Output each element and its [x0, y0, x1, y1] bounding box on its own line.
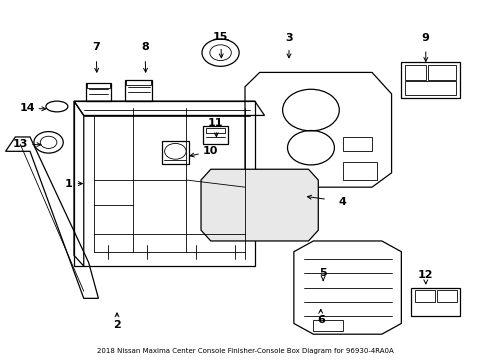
Text: 2018 Nissan Maxima Center Console Finisher-Console Box Diagram for 96930-4RA0A: 2018 Nissan Maxima Center Console Finish…	[97, 348, 393, 354]
Text: 1: 1	[64, 179, 72, 189]
Text: 10: 10	[203, 146, 219, 156]
Text: 12: 12	[418, 270, 434, 280]
Text: 4: 4	[339, 197, 346, 207]
Text: 3: 3	[285, 33, 293, 43]
Text: 11: 11	[208, 118, 223, 128]
Polygon shape	[201, 169, 318, 241]
Text: 15: 15	[213, 32, 228, 41]
Text: 14: 14	[20, 103, 35, 113]
Text: 7: 7	[92, 42, 100, 52]
Text: 5: 5	[319, 268, 327, 278]
Text: 2: 2	[113, 320, 121, 330]
Text: 6: 6	[317, 315, 325, 325]
Text: 8: 8	[141, 42, 148, 52]
Text: 13: 13	[13, 139, 28, 149]
Text: 9: 9	[422, 33, 430, 43]
